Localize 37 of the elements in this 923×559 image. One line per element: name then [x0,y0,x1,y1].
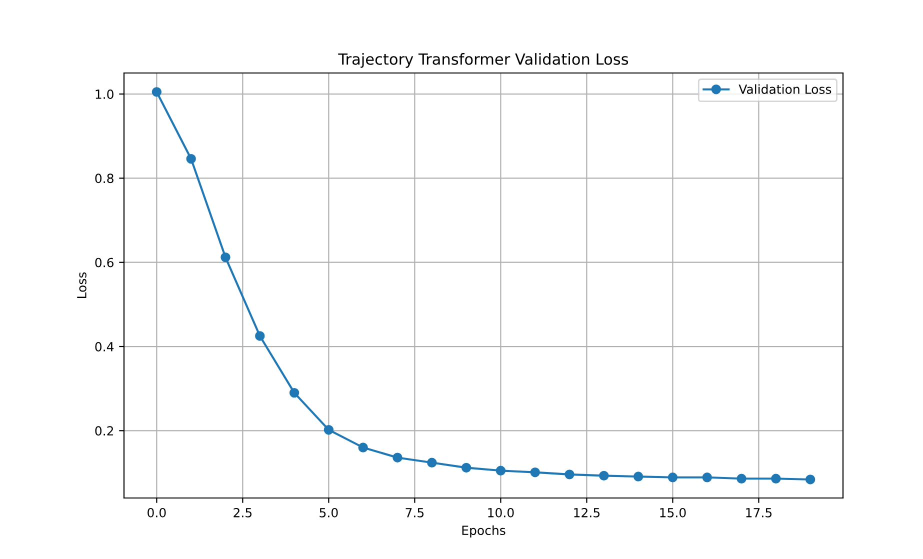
point [186,154,196,164]
point [805,474,816,484]
point [358,442,368,452]
x-axis-title: Epochs [462,525,506,538]
point [736,474,746,484]
x-tick-label: 12.5 [574,508,600,518]
point [324,424,334,435]
y-tick-label: 0.4 [95,342,114,352]
point [530,467,540,478]
point [496,466,506,476]
x-tick-label: 2.5 [234,508,252,518]
x-tick-label: 5.0 [320,508,338,518]
point [461,462,472,473]
y-axis-title: Loss [77,272,86,298]
point [220,252,230,262]
x-tick-label: 15.0 [660,508,686,518]
y-tick-label: 0.8 [95,174,114,184]
point [152,87,162,97]
x-tick-label: 17.5 [746,508,772,518]
point [668,472,678,482]
x-tick-label: 0.0 [148,508,166,518]
point [564,470,574,480]
y-tick-label: 0.6 [95,258,114,268]
point [702,472,712,482]
chart-title: Trajectory Transformer Validation Loss [338,53,628,68]
point [771,474,781,484]
point [599,470,609,481]
y-tick-label: 0.2 [95,426,114,436]
x-tick-label: 10.0 [488,508,514,518]
point [255,331,265,341]
legend-label: Validation Loss [738,84,832,94]
x-tick-label: 7.5 [406,508,424,518]
point [289,388,300,398]
y-tick-label: 1.0 [96,90,114,99]
point [633,472,644,482]
point [392,452,402,462]
point [427,458,437,468]
